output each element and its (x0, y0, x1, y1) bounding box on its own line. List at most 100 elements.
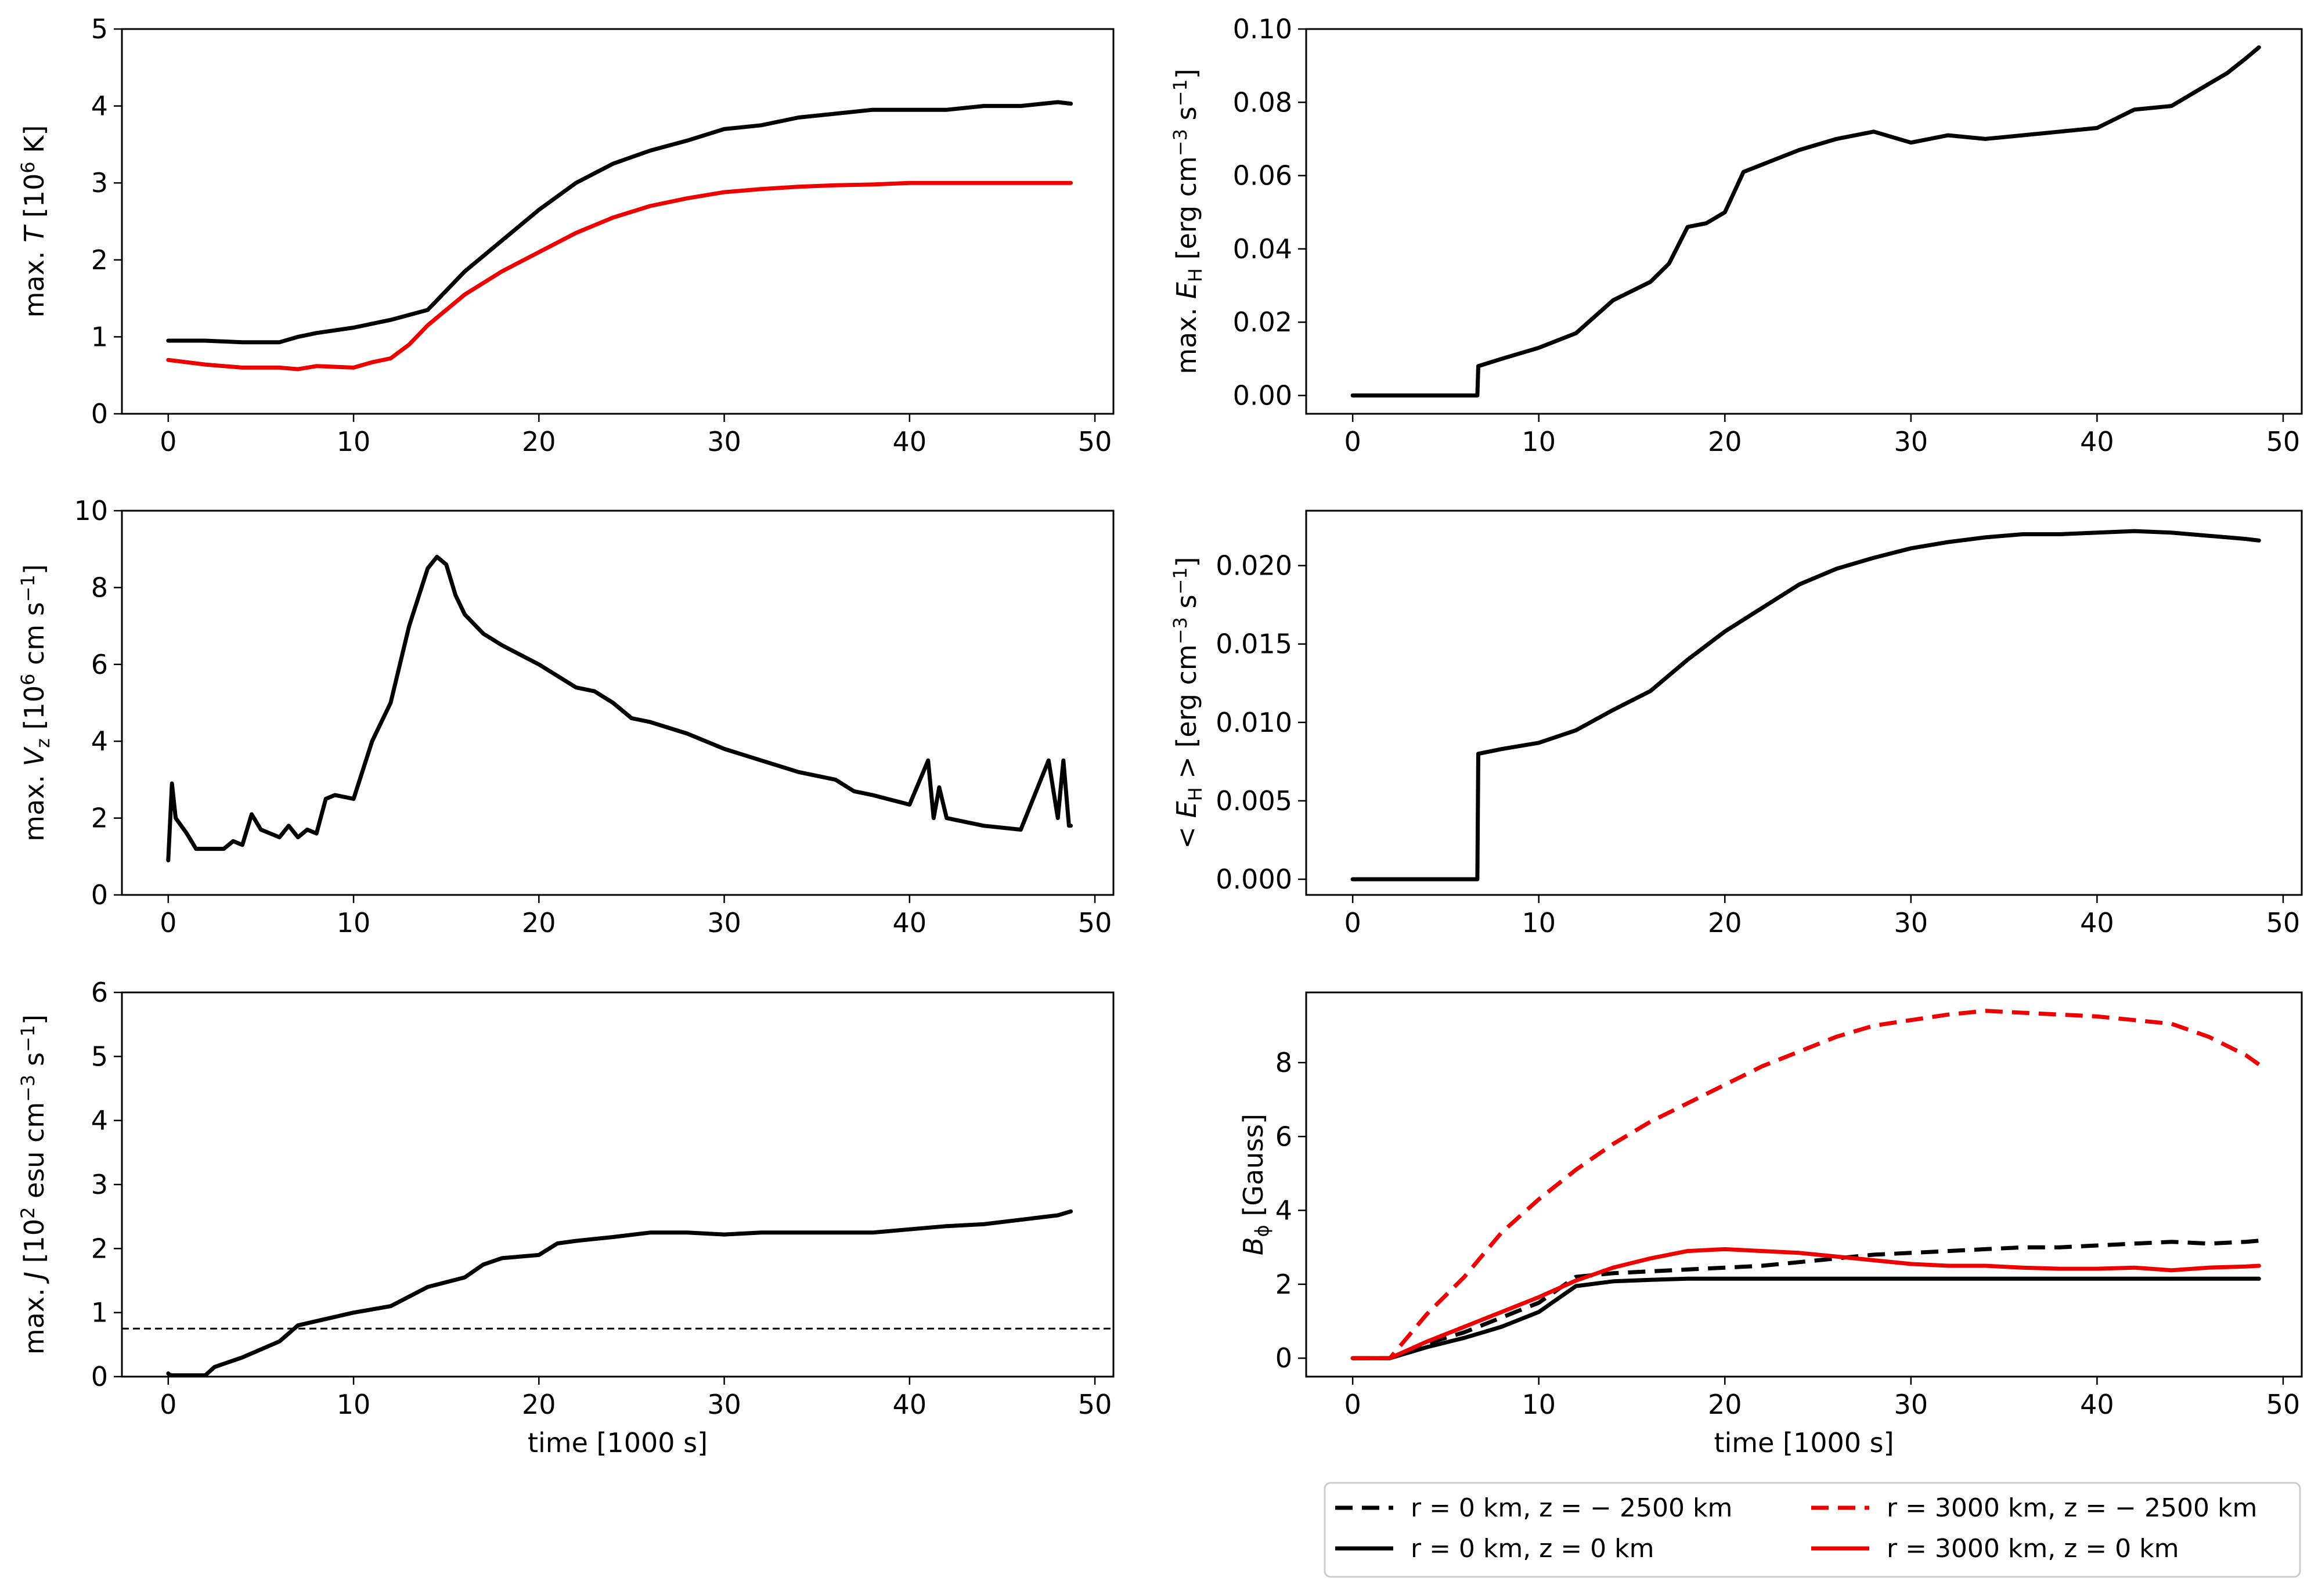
x-tick-label: 40 (893, 426, 927, 457)
y-axis-label-part: T (19, 224, 50, 243)
series-line-1 (1350, 1276, 2261, 1360)
x-tick-label: 40 (2080, 1389, 2114, 1420)
series-line-0 (1353, 1238, 2259, 1360)
x-tick-label: 20 (522, 907, 556, 938)
y-tick-label: 2 (1275, 1269, 1292, 1300)
y-axis-label-part: −3 (1169, 129, 1191, 156)
y-axis-label-part: −1 (1169, 567, 1191, 594)
x-tick-label: 50 (2266, 907, 2301, 938)
y-tick-label: 2 (91, 803, 108, 834)
x-tick-label: 0 (160, 426, 176, 457)
y-tick-label: 0.06 (1233, 160, 1292, 192)
y-axis-label-part: −1 (17, 1025, 39, 1052)
x-tick-label: 30 (707, 1389, 741, 1420)
x-tick-label: 30 (1894, 1389, 1928, 1420)
y-tick-label: 5 (91, 13, 108, 45)
y-tick-label: 4 (1275, 1195, 1292, 1226)
series-line-0 (166, 554, 1073, 862)
y-axis-label-part: max. (19, 1280, 50, 1355)
y-axis-label-part: ] (1171, 557, 1202, 567)
y-axis-label-part: cm s (19, 602, 50, 673)
y-tick-label: 3 (91, 1169, 108, 1200)
y-tick-label: 1 (91, 1297, 108, 1328)
y-tick-label: 10 (74, 495, 108, 526)
x-tick-label: 0 (1344, 907, 1361, 938)
y-axis-label-part: −1 (1169, 79, 1191, 106)
series-line-0 (1350, 45, 2261, 398)
y-tick-label: 4 (91, 91, 108, 122)
x-tick-label: 10 (337, 426, 371, 457)
y-tick-label: 0.08 (1233, 86, 1292, 118)
x-tick-label: 50 (1078, 426, 1112, 457)
x-tick-label: 10 (1522, 426, 1556, 457)
x-tick-label: 40 (893, 907, 927, 938)
y-tick-label: 0 (91, 1361, 108, 1392)
y-axis-label-part: V (19, 746, 50, 766)
y-tick-label: 0.04 (1233, 233, 1292, 265)
y-tick-label: 5 (91, 1041, 108, 1072)
x-tick-label: 20 (1708, 426, 1742, 457)
axes-frame (1305, 510, 2303, 896)
axes-frame (121, 28, 1115, 415)
y-axis-label: Bϕ [Gauss] (1238, 1114, 1273, 1255)
y-axis-label-part: 6 (17, 674, 39, 685)
y-axis-label-part: 6 (17, 161, 39, 173)
x-tick-label: 0 (1344, 426, 1361, 457)
axes-frame (1305, 28, 2303, 415)
y-axis-label: max. T [106 K] (17, 125, 50, 318)
y-tick-label: 0.000 (1216, 864, 1292, 895)
y-tick-label: 0.10 (1233, 13, 1292, 45)
y-axis-label-part: [erg cm (1171, 156, 1202, 268)
y-axis-label-part: > [erg cm (1171, 644, 1202, 787)
x-tick-label: 10 (337, 1389, 371, 1420)
x-tick-label: 50 (2266, 1389, 2301, 1420)
y-axis-label-part: ] (19, 1014, 50, 1025)
y-axis-label-part: z (32, 738, 54, 748)
y-tick-label: 0.020 (1216, 550, 1292, 582)
y-axis-label: max. J [102 esu cm−3 s−1] (17, 1014, 50, 1355)
y-tick-label: 4 (91, 1105, 108, 1136)
y-tick-label: 0 (91, 398, 108, 429)
y-axis-label: < EH > [erg cm−3 s−1] (1169, 557, 1206, 848)
y-axis-label-part: −3 (1169, 617, 1191, 644)
series-line-2 (1353, 1009, 2261, 1360)
y-axis-label-part: B (1238, 1237, 1269, 1255)
x-tick-label: 0 (160, 907, 176, 938)
x-tick-label: 40 (2080, 426, 2114, 457)
y-tick-label: 0 (91, 879, 108, 911)
y-tick-label: 0.00 (1233, 380, 1292, 411)
y-axis-label-part: [Gauss] (1238, 1114, 1269, 1225)
axes-frame (1305, 991, 2303, 1378)
y-tick-label: 2 (91, 244, 108, 276)
y-tick-label: 1 (91, 321, 108, 352)
y-tick-label: 6 (1275, 1121, 1292, 1152)
y-axis-label-part: [10 (19, 685, 50, 738)
x-tick-label: 50 (2266, 426, 2301, 457)
y-axis-label-part: s (1171, 595, 1202, 618)
y-axis-label-part: [10 (19, 1219, 50, 1272)
y-axis-label-part: 2 (17, 1207, 39, 1219)
x-tick-label: 0 (160, 1389, 176, 1420)
y-axis-label-part: [10 (19, 174, 50, 226)
y-axis-label-part: −1 (17, 575, 39, 602)
x-tick-label: 10 (1522, 907, 1556, 938)
y-tick-label: 0.005 (1216, 785, 1292, 817)
y-axis-label-part: E (1171, 282, 1202, 299)
y-axis-label: max. Vz [106 cm s−1] (17, 564, 54, 842)
x-tick-label: 30 (707, 907, 741, 938)
x-axis-label: time [1000 s] (528, 1427, 708, 1458)
x-tick-label: 40 (893, 1389, 927, 1420)
x-tick-label: 50 (1078, 1389, 1112, 1420)
x-tick-label: 20 (1708, 907, 1742, 938)
x-tick-label: 20 (522, 426, 556, 457)
axes-frame (121, 510, 1115, 896)
y-axis-label-part: ] (19, 564, 50, 575)
x-tick-label: 30 (707, 426, 741, 457)
x-tick-label: 20 (1708, 1389, 1742, 1420)
y-tick-label: 2 (91, 1233, 108, 1264)
series-line-1 (166, 180, 1073, 371)
y-tick-label: 4 (91, 725, 108, 757)
y-tick-label: 0.010 (1216, 707, 1292, 738)
y-tick-label: 0.015 (1216, 629, 1292, 660)
